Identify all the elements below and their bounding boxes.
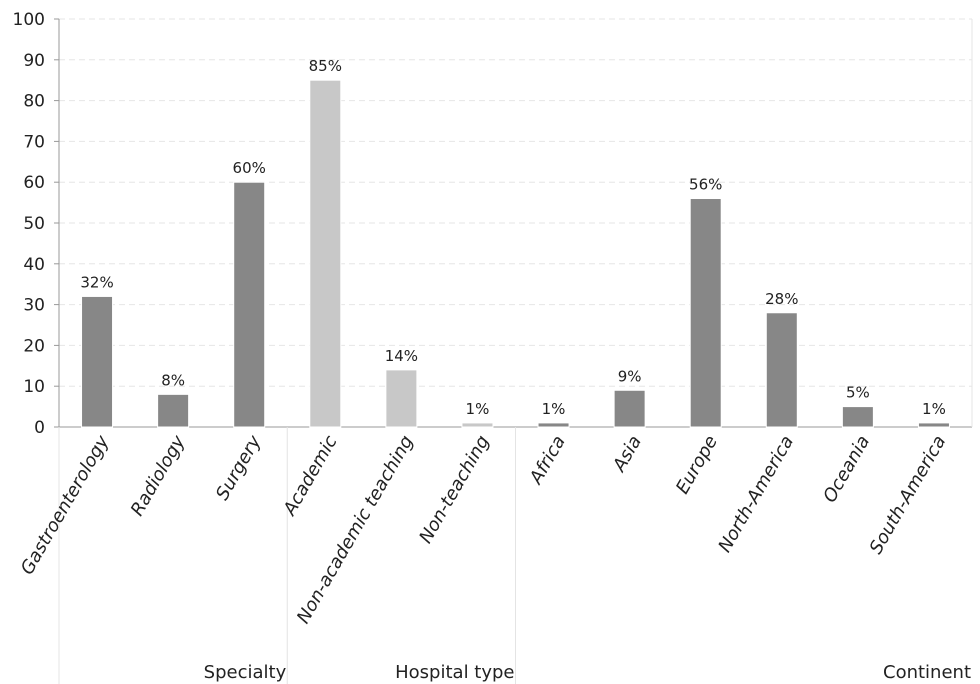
y-tick-label: 30 [23,296,45,316]
data-label: 14% [385,347,418,365]
bar[interactable] [917,422,950,428]
category-label: North-America [714,432,798,556]
y-tick-label: 80 [23,92,45,112]
bar[interactable] [537,422,570,428]
y-tick-label: 20 [23,336,45,356]
y-tick-label: 70 [23,132,45,152]
category-label: Surgery [212,432,266,504]
data-label: 1% [922,400,946,418]
group-label: Specialty [204,662,287,683]
category-label: South-America [866,432,951,558]
data-label: 1% [466,400,490,418]
bar[interactable] [385,369,418,428]
bar[interactable] [461,422,494,428]
data-label: 9% [618,367,642,385]
data-label: 8% [161,371,185,389]
bar[interactable] [81,295,114,428]
y-tick-label: 90 [23,51,45,71]
category-label: Non-teaching [415,432,494,547]
category-label: Gastroenterology [17,432,114,579]
y-tick-label: 60 [23,173,45,193]
category-label: Asia [608,432,646,476]
group-label: Continent [883,662,971,683]
group-label: Hospital type [395,662,514,683]
category-label: Oceania [819,432,874,506]
data-label: 56% [689,176,722,194]
bar[interactable] [689,198,722,428]
bar[interactable] [233,181,266,428]
category-label: Europe [672,432,722,498]
bar[interactable] [157,393,190,428]
bar[interactable] [309,79,342,428]
y-tick-label: 0 [34,418,45,438]
data-label: 28% [765,290,798,308]
data-label: 32% [80,273,113,291]
data-label: 85% [309,57,342,75]
data-label: 1% [542,400,566,418]
y-tick-label: 40 [23,255,45,275]
bar[interactable] [841,406,874,428]
y-tick-label: 50 [23,214,45,234]
bar[interactable] [613,389,646,428]
data-label: 5% [846,384,870,402]
category-label: Radiology [127,432,190,520]
category-label: Africa [525,432,570,488]
bar[interactable] [765,312,798,428]
y-tick-label: 10 [23,377,45,397]
data-label: 60% [233,159,266,177]
y-tick-label: 100 [13,10,45,30]
category-label: Academic [279,432,342,520]
